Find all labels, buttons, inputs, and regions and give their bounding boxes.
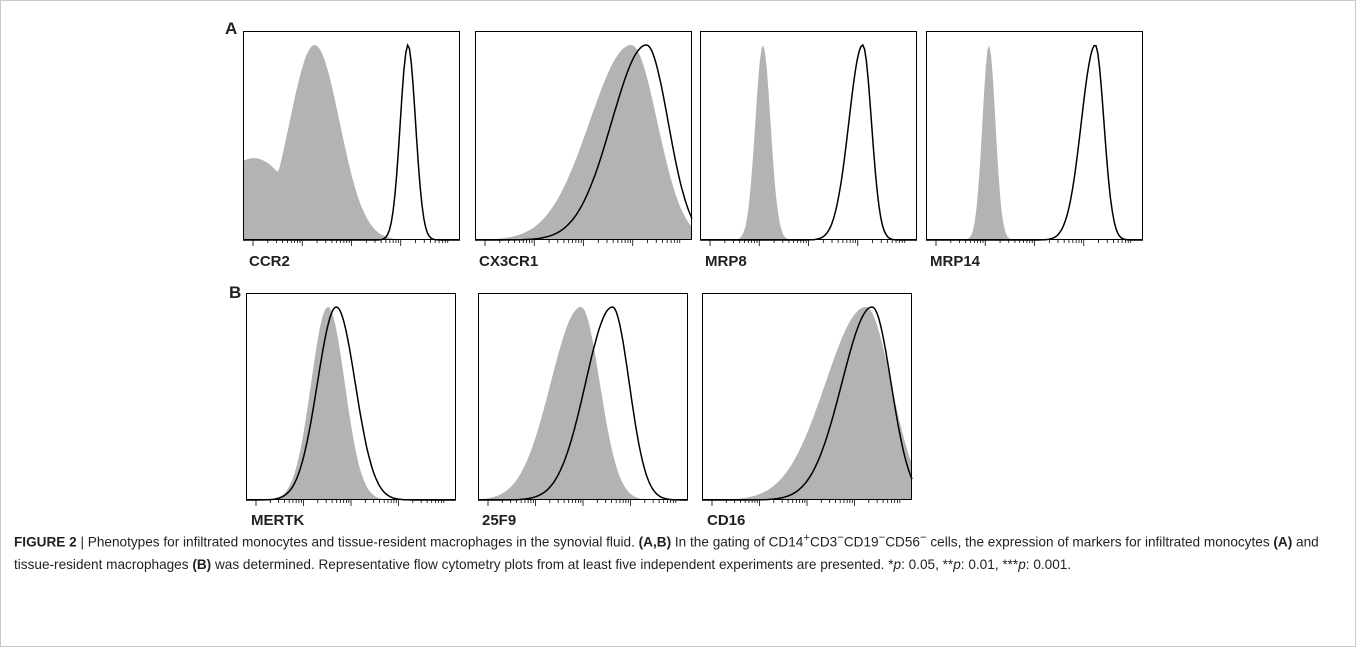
histogram-cx3cr1 [475,31,693,246]
filled-histogram [700,45,917,241]
histogram-svg [246,293,456,506]
plot-frame [700,31,917,240]
marker-label-cx3cr1: CX3CR1 [479,253,539,270]
marker-label-ccr2: CCR2 [249,253,290,270]
caption-separator: | [76,534,88,550]
caption-p-2: p [953,556,961,572]
panel-letter-a: A [225,19,238,38]
histogram-mertk [246,293,456,506]
caption-value-1: : 0.05, ** [901,556,954,572]
histogram-mrp8 [700,31,917,246]
caption-text-1: In the gating of CD14 [671,534,804,550]
marker-label-mrp8: MRP8 [705,253,747,270]
caption-sup-minus-3: − [919,532,927,544]
histogram-mrp14 [926,31,1143,246]
caption-figure-label: FIGURE 2 [14,534,77,550]
plot-frame [246,293,456,500]
histogram-svg [926,31,1143,246]
caption-ref-ab: (A,B) [638,534,672,550]
marker-label-cd16: CD16 [707,512,746,529]
histogram-svg [243,31,460,246]
plot-frame [475,31,692,240]
filled-histogram [478,307,688,500]
histogram-cd16 [702,293,913,506]
caption-text-3: and tissue-resident macrophages [14,534,1319,572]
plot-frame [243,31,460,240]
caption-sup-minus-2: − [878,532,886,544]
caption-cd3: CD3 [810,534,838,550]
caption-cd56: CD56 [885,534,920,550]
histogram-25f9 [478,293,688,506]
marker-label-mertk: MERTK [251,512,305,529]
histogram-svg [700,31,917,246]
filled-histogram [246,307,456,500]
histogram-svg [475,31,693,246]
figure-caption: FIGURE 2 | Phenotypes for infiltrated mo… [14,527,1344,576]
caption-sup-minus-1: − [837,532,844,544]
caption-text-2: cells, the expression of markers for inf… [926,534,1274,550]
histogram-svg [478,293,688,506]
outline-histogram [700,43,917,241]
outline-histogram [926,44,1143,241]
histogram-ccr2 [243,31,460,246]
plot-frame [926,31,1143,240]
filled-histogram [926,45,1143,240]
caption-p-3: p [1018,556,1026,572]
filled-histogram [702,307,912,500]
caption-title: Phenotypes for infiltrated monocytes and… [87,534,639,550]
caption-ref-a: (A) [1273,534,1293,550]
panel-letter-b: B [229,283,242,302]
caption-value-3: : 0.001. [1025,556,1072,572]
caption-text-4: was determined. Representative flow cyto… [211,556,894,572]
filled-histogram [243,45,460,240]
caption-ref-b: (B) [192,556,212,572]
caption-cd19: CD19 [843,534,879,550]
marker-label-25f9: 25F9 [482,512,517,529]
marker-label-mrp14: MRP14 [930,253,981,270]
plot-frame [702,293,912,500]
caption-p-1: p [893,556,902,572]
histogram-svg [702,293,913,506]
plot-frame [478,293,688,500]
caption-sup-plus: + [803,532,810,544]
filled-histogram [475,45,692,240]
caption-value-2: : 0.01, *** [960,556,1019,572]
